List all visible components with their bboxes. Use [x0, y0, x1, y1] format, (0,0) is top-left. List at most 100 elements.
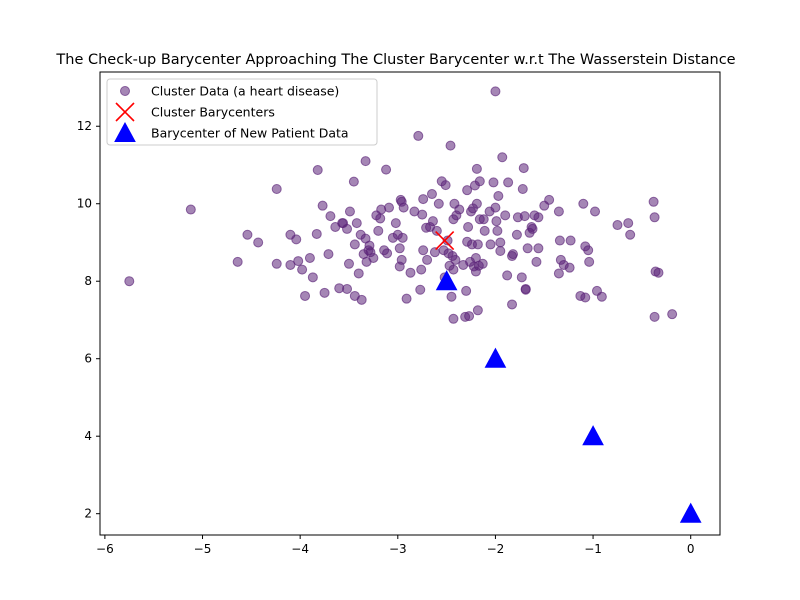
data-point-cluster [325, 211, 336, 222]
data-point-cluster [445, 140, 456, 151]
data-point-cluster [368, 252, 379, 263]
data-point-cluster [590, 206, 601, 217]
legend-label: Cluster Data (a heart disease) [151, 84, 339, 99]
data-point-cluster [312, 165, 323, 176]
data-point-cluster [291, 234, 302, 245]
data-point-cluster [490, 202, 501, 213]
data-point-cluster [242, 229, 253, 240]
data-point-cluster [232, 256, 243, 267]
data-point-cluster [490, 86, 501, 97]
data-point-cluster [311, 228, 322, 239]
data-point-cluster [584, 256, 595, 267]
data-point-cluster [323, 249, 334, 260]
data-point-cluster [450, 254, 461, 265]
data-point-cluster [477, 258, 488, 269]
axes-frame [99, 71, 721, 536]
legend-box [106, 78, 378, 146]
data-point-cluster [375, 213, 386, 224]
data-point-cluster [491, 216, 502, 227]
data-point-cluster [418, 245, 429, 256]
data-point-cluster [304, 252, 315, 263]
data-point-cluster [533, 243, 544, 254]
data-point-cluster [518, 163, 529, 174]
data-point-cluster [648, 196, 659, 207]
x-tick-label: 0 [687, 542, 695, 556]
data-point-cluster [415, 284, 426, 295]
data-point-cluster [478, 214, 489, 225]
data-point-cluster [431, 225, 442, 236]
data-point-cluster [253, 237, 264, 248]
data-point-cluster [398, 202, 409, 213]
data-point-cluster [344, 206, 355, 217]
legend-entry: Cluster Data (a heart disease) [120, 84, 339, 99]
data-point-cluster [120, 86, 130, 96]
data-point-cluster [495, 246, 506, 257]
data-point-cluster [297, 264, 308, 275]
data-point-cluster [417, 209, 428, 220]
data-point-cluster [446, 291, 457, 302]
data-point-cluster [667, 309, 678, 320]
legend-label: Barycenter of New Patient Data [151, 126, 349, 141]
y-tick-label: 10 [77, 197, 92, 211]
data-point-cluster [373, 225, 384, 236]
x-tick-label: −5 [194, 542, 212, 556]
data-point-cluster [293, 256, 304, 267]
barycenter-new-patient-triangle [582, 425, 604, 446]
data-point-cluster [502, 270, 513, 281]
data-point-cluster [454, 204, 465, 215]
data-point-cluster [625, 229, 636, 240]
data-point-cluster [544, 194, 555, 205]
data-point-cluster [384, 202, 395, 213]
data-point-cluster [471, 198, 482, 209]
data-point-cluster [342, 283, 353, 294]
data-point-cluster [319, 287, 330, 298]
data-point-cluster [401, 293, 412, 304]
y-tick-label: 6 [84, 352, 92, 366]
data-point-cluster [463, 221, 474, 232]
data-point-cluster [578, 198, 589, 209]
data-point-cluster [565, 235, 576, 246]
barycenter-new-patient-triangle [114, 121, 136, 142]
data-point-cluster [440, 180, 451, 191]
data-point-cluster [448, 313, 459, 324]
y-tick-label: 8 [84, 274, 92, 288]
data-point-cluster [507, 299, 518, 310]
data-point-cluster [397, 232, 408, 243]
data-point-cluster [511, 229, 522, 240]
data-point-cluster [503, 177, 514, 188]
data-point-cluster [653, 267, 664, 278]
legend-entry: Barycenter of New Patient Data [114, 121, 349, 142]
data-point-cluster [554, 235, 565, 246]
data-point-cluster [405, 267, 416, 278]
data-point-cluster [442, 235, 453, 246]
data-point-cluster [422, 254, 433, 265]
data-point-cluster [479, 225, 490, 236]
data-point-cluster [531, 256, 542, 267]
data-point-cluster [612, 220, 623, 231]
barycenter-new-patient-triangle [679, 502, 702, 523]
data-point-cluster [517, 184, 528, 195]
data-point-cluster [413, 130, 424, 141]
y-tick-label: 4 [84, 429, 92, 443]
data-point-cluster [418, 194, 429, 205]
data-point-cluster [516, 272, 527, 283]
data-point-cluster [564, 262, 575, 273]
data-point-cluster [448, 264, 459, 275]
data-point-cluster [472, 305, 483, 316]
data-point-cluster [583, 245, 594, 256]
data-point-cluster [508, 249, 519, 260]
data-point-cluster [381, 164, 392, 175]
data-point-cluster [394, 243, 405, 254]
x-tick-label: −4 [291, 542, 309, 556]
data-point-cluster [285, 259, 296, 270]
data-point-cluster [462, 185, 473, 196]
data-point-cluster [429, 247, 440, 258]
x-tick-label: −1 [584, 542, 602, 556]
data-point-cluster [396, 254, 407, 265]
x-tick-label: −2 [487, 542, 505, 556]
data-point-cluster [520, 284, 531, 295]
data-point-cluster [317, 200, 328, 211]
axes: −6 −5 −4 −3 −2 −1 0 2 4 6 8 10 12 [77, 119, 695, 556]
data-point-cluster [356, 294, 367, 305]
